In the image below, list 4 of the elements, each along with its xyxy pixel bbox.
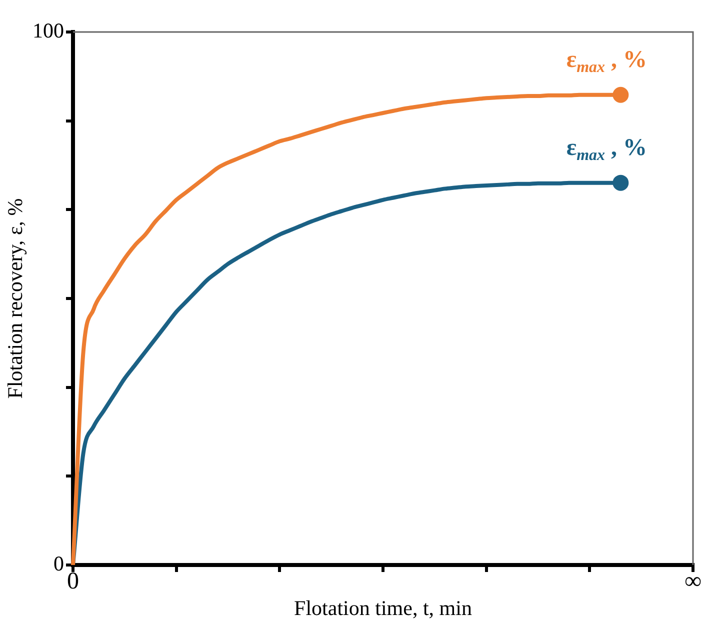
y-axis-title: Flotation recovery, ε, % bbox=[3, 198, 28, 399]
y-tick-label: 100 bbox=[32, 18, 64, 43]
x-axis-title: Flotation time, t, min bbox=[294, 596, 472, 620]
x-tick-label: ∞ bbox=[684, 568, 702, 595]
